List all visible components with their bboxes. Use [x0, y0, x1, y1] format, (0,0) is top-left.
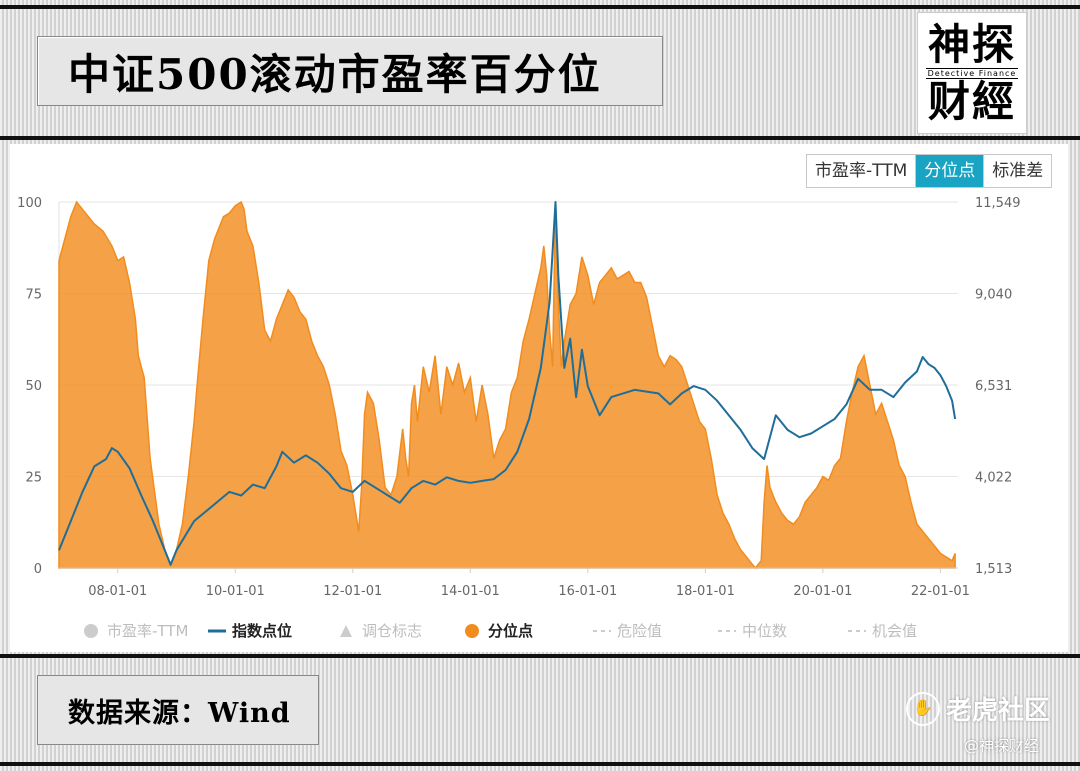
index-line: [58, 201, 957, 566]
x-tick-label: 14-01-01: [441, 584, 500, 599]
logo-line2: Detective Finance: [925, 67, 1019, 79]
y-left-tick-label: 25: [25, 471, 42, 486]
logo-line1: 神探: [927, 19, 1016, 69]
y-right-tick-label: 6,531: [975, 379, 1012, 394]
legend-label: 分位点: [488, 622, 533, 640]
legend-label: 中位数: [742, 622, 787, 640]
legend-label: 机会值: [872, 622, 917, 640]
legend-symbol-circle: [465, 624, 479, 638]
tab-percentile[interactable]: 分位点: [916, 155, 985, 187]
logo-line3: 财經: [927, 76, 1016, 126]
tiger-paw-icon: ✋: [906, 691, 940, 726]
x-tick-label: 10-01-01: [206, 584, 265, 599]
metric-tabs: 市盈率-TTM 分位点 标准差: [806, 154, 1053, 188]
legend-symbol-triangle: [340, 625, 352, 637]
upper-frame-line: [0, 136, 1080, 140]
percentile-area: [58, 200, 956, 570]
x-tick-label: 20-01-01: [793, 584, 852, 599]
bottom-frame-line: [0, 762, 1080, 766]
lower-frame-line: [0, 654, 1080, 658]
x-tick-label: 16-01-01: [558, 584, 617, 599]
y-left-tick-label: 75: [25, 288, 42, 303]
y-right-tick-label: 4,022: [975, 471, 1012, 486]
brand-logo: 神探 Detective Finance 财經: [917, 12, 1027, 134]
legend-label: 指数点位: [232, 622, 292, 640]
y-right-tick-label: 11,549: [975, 196, 1021, 211]
tab-std-dev[interactable]: 标准差: [992, 161, 1044, 181]
top-frame-line: [0, 5, 1080, 9]
watermark-brand: ✋ 老虎社区: [906, 690, 1050, 727]
legend-label: 危险值: [617, 622, 662, 640]
page-title: 中证500滚动市盈率百分位: [68, 49, 602, 99]
watermark-brand-text: 老虎社区: [946, 696, 1051, 726]
y-right-tick-label: 1,513: [975, 562, 1012, 577]
legend-label: 市盈率-TTM: [107, 622, 188, 640]
x-tick-label: 08-01-01: [88, 584, 147, 599]
y-left-tick-label: 100: [17, 196, 42, 211]
y-left-tick-label: 50: [25, 379, 42, 394]
title-box: 中证500滚动市盈率百分位: [37, 36, 663, 106]
source-box: 数据来源：Wind: [37, 675, 319, 745]
x-tick-label: 18-01-01: [676, 584, 735, 599]
x-tick-label: 12-01-01: [323, 584, 382, 599]
x-tick-label: 22-01-01: [911, 584, 970, 599]
legend-symbol-circle: [84, 624, 98, 638]
watermark-author: @神探财经: [964, 737, 1040, 755]
legend-label: 调仓标志: [362, 622, 422, 640]
y-right-tick-label: 9,040: [975, 288, 1012, 303]
tab-pe-ttm[interactable]: 市盈率-TTM: [807, 155, 917, 187]
y-left-tick-label: 0: [34, 562, 42, 577]
data-source: 数据来源：Wind: [68, 697, 291, 729]
